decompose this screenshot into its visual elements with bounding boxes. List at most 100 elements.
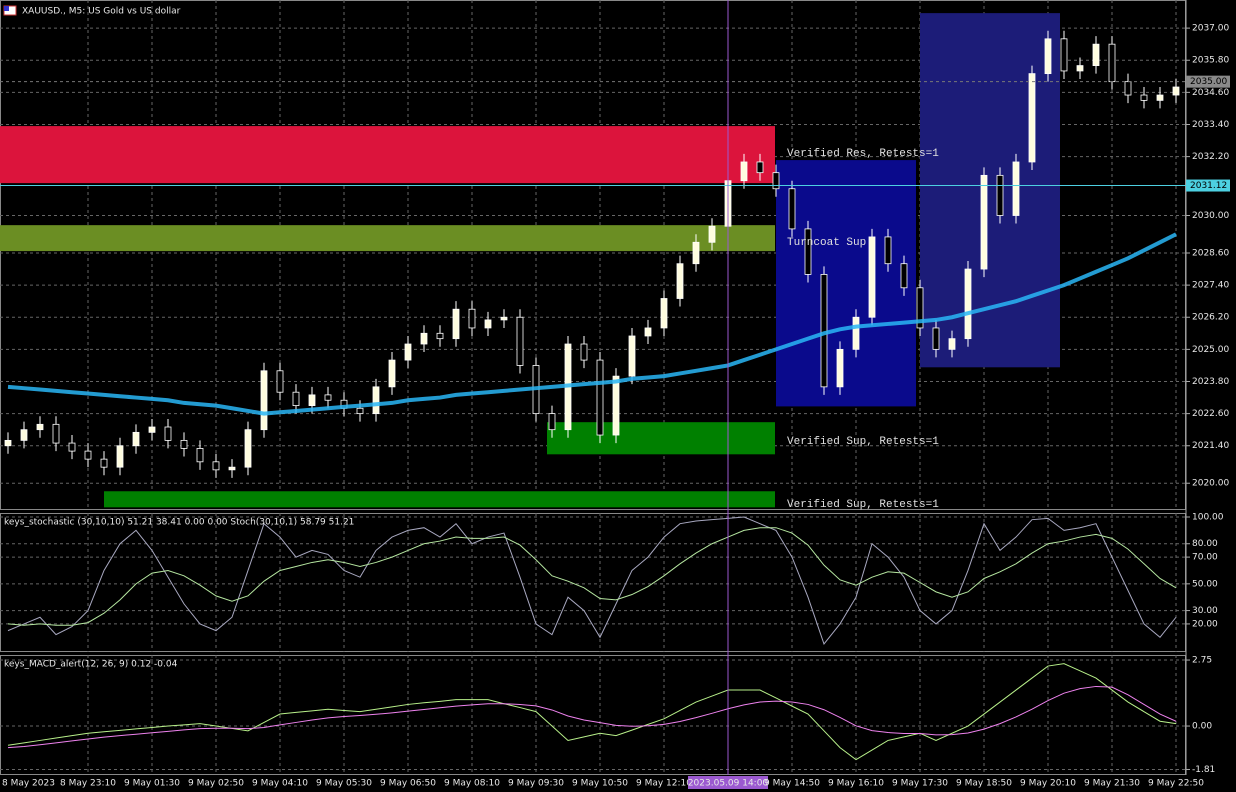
candle-body [788,188,796,230]
x-tick-label: 9 May 08:10 [444,779,500,789]
sr-zone [0,225,775,252]
y-tick-label: 2022.60 [1192,409,1229,419]
x-tick-label: 9 May 05:30 [316,779,372,789]
candle-body [52,423,60,444]
candle-body [164,426,172,441]
candle-body [836,348,844,388]
candle-body [1108,43,1116,83]
y-tick-label: 70.00 [1192,553,1218,563]
candle-body [4,439,12,447]
candle-body [68,442,76,452]
candle-body [180,439,188,449]
candle-body [260,370,268,431]
indicator-title: keys_MACD_alert(12, 26, 9) 0.12 -0.04 [4,660,178,670]
zone-label: Verified Sup, Retests=1 [787,436,939,448]
y-tick-label: 50.00 [1192,579,1218,589]
candle-body [388,359,396,388]
candle-body [20,429,28,441]
moving-average [7,232,1177,416]
indicator-line [7,527,1177,626]
sr-zone [104,491,775,508]
candle-body [756,161,764,174]
y-tick-label: 2032.20 [1192,152,1229,162]
x-tick-label: 9 May 06:50 [380,779,436,789]
y-tick-label: 2.75 [1192,656,1212,666]
y-tick-label: 2033.40 [1192,120,1229,130]
candle-body [244,429,252,468]
candle-body [932,327,940,350]
chart-title: XAUUSD., M5: US Gold vs US dollar [22,7,181,17]
candle-body [372,386,380,415]
indicator-line [7,663,1177,761]
candle-body [196,448,204,463]
y-tick-label: 2026.20 [1192,313,1229,323]
candle-body [884,236,892,265]
x-tick-label: 2023.05.09 14:00 [688,779,769,789]
candle-body [820,274,828,388]
y-tick-label: 0.00 [1192,722,1212,732]
candle-body [100,458,108,468]
candle-body [1172,86,1180,96]
indicator-title: keys_stochastic (30,10,10) 51.21 38.41 0… [4,518,354,528]
candle-body [1060,38,1068,72]
y-tick-label: 2028.60 [1192,248,1229,258]
x-tick-label: 9 May 14:50 [764,779,820,789]
candle-body [852,316,860,350]
y-tick-label: 100.00 [1192,513,1224,523]
candle-body [84,450,92,460]
candle-body [644,327,652,337]
last-price-bg [1186,75,1230,88]
candle-body [916,287,924,329]
last-price-label: 2035.00 [1190,77,1227,87]
candle-body [580,343,588,361]
x-tick-label: 9 May 20:10 [1020,779,1076,789]
candle-body [468,308,476,329]
candle-body [452,308,460,340]
candle-body [404,343,412,361]
candle-body [948,338,956,350]
y-tick-label: 20.00 [1192,619,1218,629]
candle-body [660,298,668,329]
zone-label: Verified Sup, Retests=1 [787,499,939,511]
candle-body [212,461,220,471]
y-tick-label: 2037.00 [1192,24,1229,34]
candle-body [516,316,524,366]
sr-zone [0,126,775,184]
candle-body [148,426,156,433]
candle-body [420,332,428,345]
y-tick-label: 2034.60 [1192,88,1229,98]
candle-body [36,423,44,431]
indicator-line [7,516,1177,646]
cursor-time-bg [688,776,768,789]
candle-body [1076,65,1084,72]
x-tick-label: 9 May 12:10 [636,779,692,789]
candle-body [1124,81,1132,96]
x-tick-label: 9 May 10:50 [572,779,628,789]
candle-body [1028,73,1036,163]
candle-body [292,391,300,406]
zone-label: Verified Res, Retests=1 [787,148,939,160]
y-tick-label: 2027.40 [1192,281,1229,291]
candle-body [692,241,700,265]
x-tick-label: 9 May 17:30 [892,779,948,789]
candle-body [1140,94,1148,101]
candle-body [436,332,444,340]
sr-zone [547,422,775,455]
y-tick-label: 80.00 [1192,539,1218,549]
candle-body [772,172,780,190]
x-tick-label: 9 May 16:10 [828,779,884,789]
candle-body [228,466,236,471]
candle-body [804,228,812,275]
candle-body [900,263,908,289]
candle-body [676,263,684,299]
x-tick-label: 9 May 02:50 [188,779,244,789]
candle-body [628,335,636,377]
candle-body [356,407,364,415]
symbol-icon-flag [4,6,9,11]
range-box [776,160,916,407]
y-tick-label: -1.81 [1192,765,1215,775]
level-label: 2031.12 [1190,181,1227,191]
x-tick-label: 9 May 04:10 [252,779,308,789]
